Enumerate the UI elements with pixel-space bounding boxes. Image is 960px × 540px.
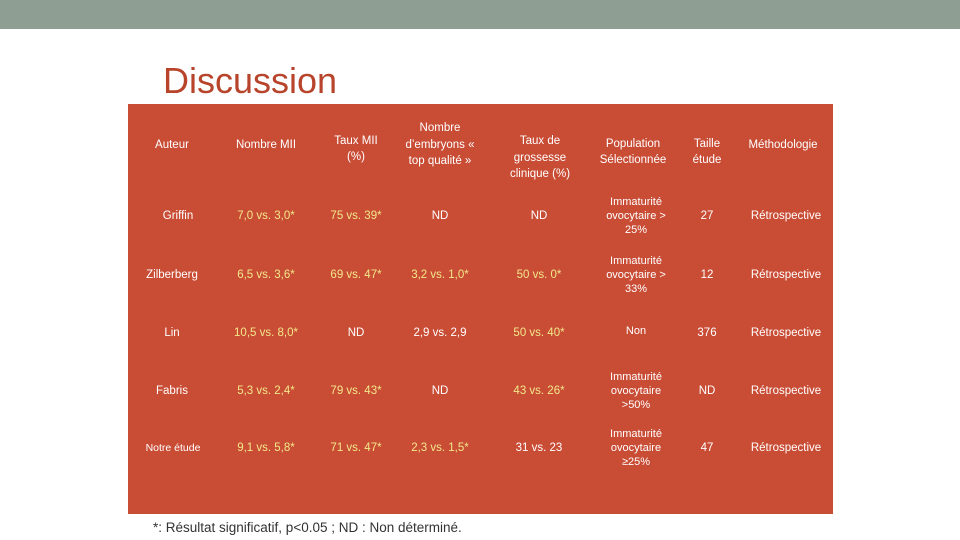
row-fabris-methodologie: Rétrospective <box>750 385 822 397</box>
row-zilberberg-taux-mii: 69 vs. 47* <box>330 269 382 281</box>
row-notre-etude-nombre-mii: 9,1 vs. 5,8* <box>237 442 295 454</box>
header-population: Population Sélectionnée <box>599 137 667 167</box>
row-griffin-auteur: Griffin <box>162 210 194 222</box>
row-fabris-nombre-mii: 5,3 vs. 2,4* <box>237 385 295 397</box>
row-fabris-population: Immaturité ovocytaire >50% <box>610 371 662 411</box>
row-zilberberg-grossesse: 50 vs. 0* <box>516 269 562 281</box>
row-griffin-methodologie: Rétrospective <box>750 210 822 222</box>
row-notre-etude-methodologie: Rétrospective <box>750 442 822 454</box>
header-methodologie: Méthodologie <box>748 139 818 151</box>
row-lin-population: Non <box>625 325 647 337</box>
header-taille: Taille étude <box>692 137 722 167</box>
row-lin-methodologie: Rétrospective <box>750 327 822 339</box>
row-lin-taille: 376 <box>697 327 717 339</box>
row-zilberberg-embryons: 3,2 vs. 1,0* <box>411 269 469 281</box>
row-fabris-taux-mii: 79 vs. 43* <box>330 385 382 397</box>
row-fabris-grossesse: 43 vs. 26* <box>513 385 565 397</box>
row-fabris-taille: ND <box>698 385 716 397</box>
row-zilberberg-taille: 12 <box>700 269 714 281</box>
row-lin-nombre-mii: 10,5 vs. 8,0* <box>234 327 298 339</box>
results-table: Auteur Nombre MII Taux MII (%) Nombre d’… <box>128 104 833 514</box>
row-zilberberg-methodologie: Rétrospective <box>750 269 822 281</box>
row-zilberberg-auteur: Zilberberg <box>146 269 198 281</box>
row-zilberberg-nombre-mii: 6,5 vs. 3,6* <box>237 269 295 281</box>
row-griffin-nombre-mii: 7,0 vs. 3,0* <box>237 210 295 222</box>
header-taux-grossesse: Taux de grossesse clinique (%) <box>509 135 571 181</box>
row-lin-taux-mii: ND <box>347 327 365 339</box>
row-lin-auteur: Lin <box>164 327 180 339</box>
row-notre-etude-auteur: Notre étude <box>145 442 201 454</box>
header-auteur: Auteur <box>155 139 189 151</box>
row-griffin-taille: 27 <box>700 210 714 222</box>
header-taux-mii: Taux MII (%) <box>334 134 378 164</box>
row-lin-grossesse: 50 vs. 40* <box>513 327 565 339</box>
row-notre-etude-taux-mii: 71 vs. 47* <box>330 442 382 454</box>
row-notre-etude-population: Immaturité ovocytaire ≥25% <box>610 428 662 468</box>
row-lin-embryons: 2,9 vs. 2,9 <box>413 327 467 339</box>
row-fabris-auteur: Fabris <box>156 385 188 397</box>
row-notre-etude-grossesse: 31 vs. 23 <box>515 442 563 454</box>
row-griffin-population: Immaturité ovocytaire > 25% <box>606 196 666 236</box>
slide-title: Discussion <box>163 60 338 101</box>
row-griffin-grossesse: ND <box>530 210 548 222</box>
row-notre-etude-embryons: 2,3 vs. 1,5* <box>411 442 469 454</box>
row-griffin-taux-mii: 75 vs. 39* <box>330 210 382 222</box>
footnote: *: Résultat significatif, p<0.05 ; ND : … <box>153 520 462 535</box>
header-nombre-mii: Nombre MII <box>235 139 297 151</box>
row-notre-etude-taille: 47 <box>700 442 714 454</box>
top-banner <box>0 0 960 29</box>
header-embryons-top: Nombre d’embryons « top qualité » <box>405 122 475 168</box>
row-griffin-embryons: ND <box>431 210 449 222</box>
row-fabris-embryons: ND <box>431 385 449 397</box>
row-zilberberg-population: Immaturité ovocytaire > 33% <box>606 255 666 295</box>
